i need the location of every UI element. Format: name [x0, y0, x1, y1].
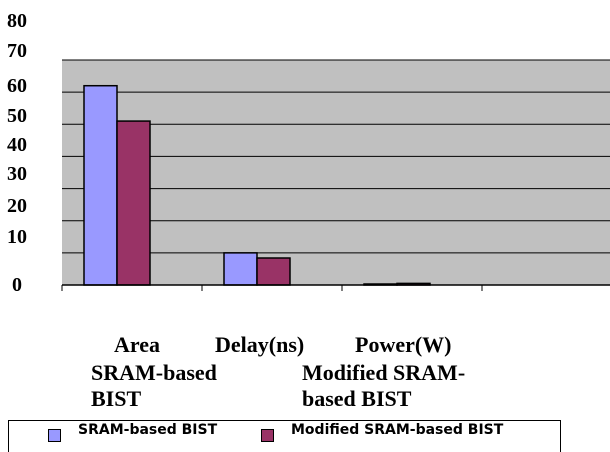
series-label-left-line2: BIST [91, 386, 142, 411]
bar-1-1 [256, 257, 291, 286]
y-tick-label-20: 20 [7, 195, 27, 217]
y-tick-label-40: 40 [7, 134, 27, 156]
y-tick-label-30: 30 [7, 163, 27, 185]
gridlines [62, 59, 610, 254]
series-label-right: Modified SRAM- based BIST [302, 360, 465, 412]
legend-item-sram: SRAM-based BIST [48, 421, 217, 442]
y-tick-label-0: 0 [12, 274, 22, 296]
x-axis-ticks [61, 285, 483, 291]
plot-area [62, 60, 610, 285]
y-tick-label-10: 10 [7, 226, 27, 248]
legend-item-modified: Modified SRAM-based BIST [261, 421, 503, 442]
y-tick-label-50: 50 [7, 105, 27, 127]
bar-0-1 [116, 120, 151, 286]
y-tick-label-80: 80 [7, 10, 27, 32]
y-axis-tick-labels: 0 10 20 30 40 50 60 70 80 [7, 10, 27, 296]
y-tick-label-60: 60 [7, 75, 27, 97]
legend: SRAM-based BIST Modified SRAM-based BIST [8, 420, 561, 452]
bar-0-0 [83, 84, 118, 286]
legend-label-modified: Modified SRAM-based BIST [291, 422, 504, 438]
legend-swatch-sram [48, 429, 61, 442]
legend-swatch-modified [261, 429, 274, 442]
series-label-left-line1: SRAM-based [91, 360, 217, 385]
series-label-right-line1: Modified SRAM- [302, 360, 466, 385]
bar-1-0 [223, 252, 258, 286]
category-labels: Area Delay(ns) Power(W) [114, 332, 452, 357]
series-label-right-line2: based BIST [302, 386, 412, 411]
y-tick-label-70: 70 [7, 40, 27, 62]
series-label-left: SRAM-based BIST [91, 360, 217, 412]
legend-label-sram: SRAM-based BIST [78, 422, 218, 438]
category-label-0: Area [114, 332, 160, 357]
category-label-1: Delay(ns) [215, 332, 304, 357]
category-label-2: Power(W) [355, 332, 452, 357]
